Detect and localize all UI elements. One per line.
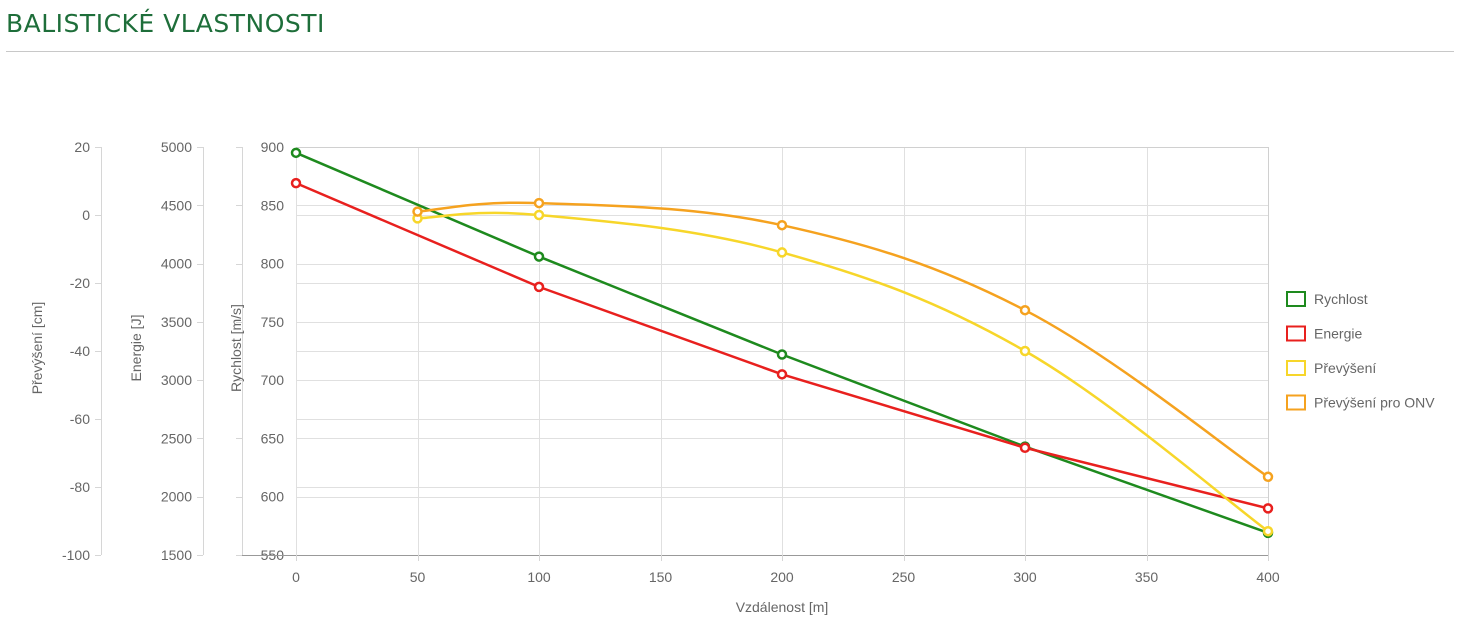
- data-point-energie[interactable]: [776, 369, 788, 380]
- drop-tick-label: -80: [70, 479, 90, 495]
- legend-label-energie[interactable]: Energie: [1314, 326, 1362, 342]
- energy-tick-label: 3500: [161, 314, 192, 330]
- velocity-tick-label: 850: [261, 197, 285, 213]
- data-point-prevyseni-pro-onv[interactable]: [533, 197, 545, 209]
- energy-tick-label: 5000: [161, 139, 192, 155]
- legend-swatch-rychlost[interactable]: [1286, 291, 1306, 307]
- x-tick-label: 0: [292, 569, 300, 585]
- data-point-prevyseni[interactable]: [533, 209, 545, 221]
- data-point-rychlost[interactable]: [533, 251, 545, 262]
- legend-swatch-energie[interactable]: [1286, 325, 1306, 342]
- legend-item-prevyseni[interactable]: Převýšení: [1286, 360, 1376, 376]
- drop-tick-label: -100: [62, 547, 90, 563]
- x-tick-label: 100: [527, 569, 551, 585]
- drop-tick-label: -60: [70, 411, 90, 427]
- drop-tick-label: 20: [74, 139, 90, 155]
- chart-series: [290, 147, 1274, 539]
- x-axis-title: Vzdálenost [m]: [736, 599, 829, 615]
- legend-swatch-prevyseni-pro-onv[interactable]: [1286, 394, 1306, 411]
- x-tick-label: 50: [410, 569, 426, 585]
- drop-axis-title: Převýšení [cm]: [29, 302, 45, 395]
- drop-tick-label: -20: [70, 275, 90, 291]
- velocity-tick-label: 600: [261, 489, 285, 505]
- data-point-prevyseni-pro-onv[interactable]: [412, 206, 423, 217]
- chart-legend[interactable]: Rychlost Energie Převýšení Převýšení pro ON…: [1286, 291, 1435, 411]
- series-energie: [290, 177, 1274, 514]
- energy-tick-label: 2000: [161, 489, 192, 505]
- x-tick-label: 150: [649, 569, 673, 585]
- data-point-energie[interactable]: [1019, 442, 1031, 454]
- energy-tick-label: 4500: [161, 197, 192, 213]
- velocity-tick-label: 750: [261, 314, 285, 330]
- legend-label-prevyseni-pro-onv[interactable]: Převýšení pro ONV: [1314, 395, 1435, 411]
- legend-item-energie[interactable]: Energie: [1286, 325, 1362, 342]
- data-point-prevyseni[interactable]: [1019, 345, 1031, 357]
- legend-item-prevyseni-pro-onv[interactable]: Převýšení pro ONV: [1286, 394, 1435, 411]
- drop-tick-label: 0: [82, 207, 90, 223]
- energy-tick-label: 3000: [161, 372, 192, 388]
- velocity-tick-label: 900: [261, 139, 285, 155]
- x-tick-label: 300: [1013, 569, 1037, 585]
- series-line-prevyseni-pro-onv: [417, 201, 1269, 478]
- velocity-tick-label: 650: [261, 430, 285, 446]
- x-tick-label: 250: [892, 569, 916, 585]
- data-point-energie[interactable]: [1262, 503, 1274, 514]
- data-point-rychlost[interactable]: [776, 349, 788, 360]
- data-point-prevyseni[interactable]: [1262, 525, 1274, 537]
- series-prevyseni-pro-onv: [412, 197, 1274, 483]
- legend-label-rychlost[interactable]: Rychlost: [1314, 291, 1368, 307]
- velocity-tick-label: 800: [261, 256, 285, 272]
- energy-tick-label: 4000: [161, 256, 192, 272]
- energy-tick-label: 2500: [161, 430, 192, 446]
- page-title: BALISTICKÉ VLASTNOSTI: [6, 9, 325, 38]
- data-point-rychlost[interactable]: [290, 147, 302, 159]
- x-tick-label: 400: [1256, 569, 1280, 585]
- x-tick-label: 350: [1135, 569, 1159, 585]
- data-point-energie[interactable]: [533, 281, 545, 293]
- data-point-prevyseni-pro-onv[interactable]: [1019, 304, 1031, 316]
- legend-label-prevyseni[interactable]: Převýšení: [1314, 360, 1376, 376]
- energy-axis-title: Energie [J]: [128, 315, 144, 382]
- velocity-axis-title: Rychlost [m/s]: [228, 304, 244, 392]
- legend-swatch-prevyseni[interactable]: [1286, 360, 1306, 376]
- drop-tick-label: -40: [70, 343, 90, 359]
- series-line-prevyseni: [417, 211, 1269, 533]
- data-point-prevyseni[interactable]: [776, 247, 788, 258]
- data-point-prevyseni-pro-onv[interactable]: [776, 219, 788, 231]
- x-tick-label: 200: [770, 569, 794, 585]
- data-point-prevyseni-pro-onv[interactable]: [1262, 471, 1274, 483]
- velocity-tick-label: 700: [261, 372, 285, 388]
- energy-tick-label: 1500: [161, 547, 192, 563]
- legend-item-rychlost[interactable]: Rychlost: [1286, 291, 1368, 307]
- title-divider: [6, 51, 1454, 52]
- data-point-energie[interactable]: [290, 177, 302, 189]
